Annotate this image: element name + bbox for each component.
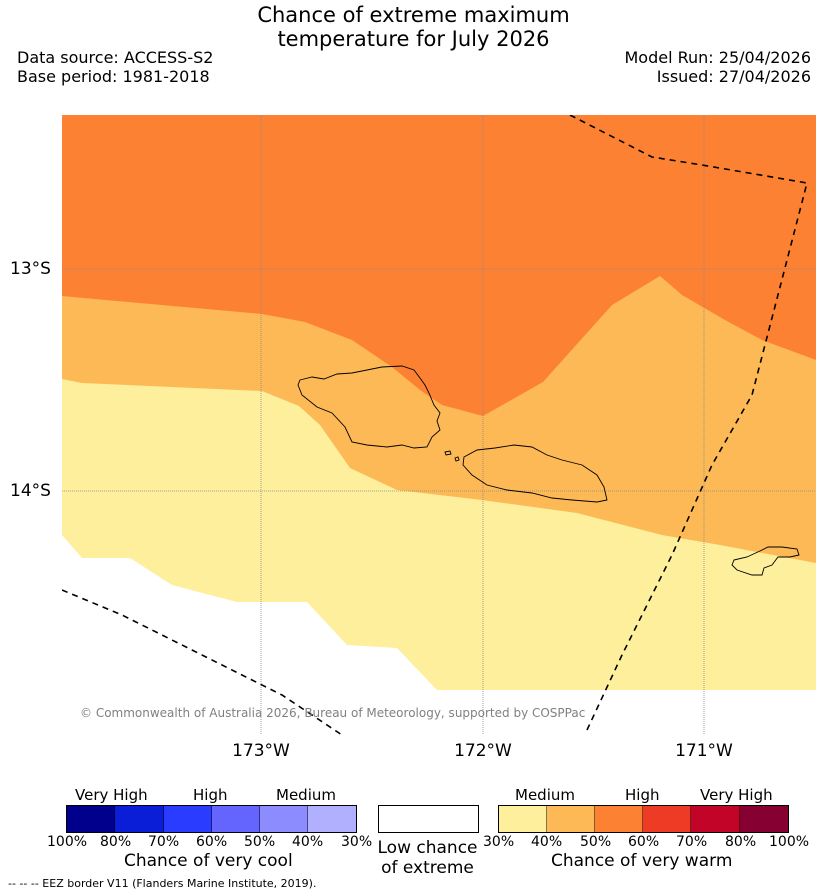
cool-swatch-3 xyxy=(164,806,212,832)
neutral-title-line-2: of extreme xyxy=(381,858,474,878)
cool-swatch-6 xyxy=(308,806,356,832)
data-source: Data source: ACCESS-S2 xyxy=(17,48,214,67)
warm-legend-title: Chance of very warm xyxy=(551,851,733,871)
cool-tick-70: 70% xyxy=(148,834,180,850)
region-low-chance xyxy=(62,535,816,735)
warm-swatch-2 xyxy=(547,806,595,832)
cool-legend-title: Chance of very cool xyxy=(124,851,293,871)
islands xyxy=(297,365,800,576)
cool-tick-100: 100% xyxy=(47,834,88,850)
lon-label-172w: 172°W xyxy=(454,741,512,761)
cool-category-very-high: Very High xyxy=(75,786,148,804)
lon-label-173w: 173°W xyxy=(232,741,290,761)
warm-swatch-6 xyxy=(740,806,788,832)
run-info: Model Run: 25/04/2026 Issued: 27/04/2026 xyxy=(625,48,812,86)
warm-tick-100: 100% xyxy=(769,834,810,850)
cool-tick-30: 30% xyxy=(341,834,373,850)
cool-swatch-4 xyxy=(212,806,260,832)
warm-swatch-5 xyxy=(691,806,740,832)
lat-label-13s: 13°S xyxy=(10,259,51,279)
cool-tick-50: 50% xyxy=(244,834,276,850)
cool-swatch-2 xyxy=(115,806,164,832)
cool-tick-40: 40% xyxy=(292,834,324,850)
base-period: Base period: 1981-2018 xyxy=(17,67,210,86)
eez-footnote: -- -- -- EEZ border V11 (Flanders Marine… xyxy=(8,877,317,890)
island-small-2 xyxy=(454,456,460,462)
warm-category-medium: Medium xyxy=(515,786,575,804)
data-info: Data source: ACCESS-S2 Base period: 1981… xyxy=(17,48,213,86)
island-small-1 xyxy=(444,450,452,456)
warm-swatch-4 xyxy=(643,806,691,832)
warm-tick-80: 80% xyxy=(725,834,757,850)
forecast-map xyxy=(62,115,816,735)
issued-date: Issued: 27/04/2026 xyxy=(656,67,811,86)
warm-category-very-high: Very High xyxy=(700,786,773,804)
warm-tick-60: 60% xyxy=(628,834,660,850)
island-upolu xyxy=(462,444,608,503)
neutral-colorbar xyxy=(378,805,479,833)
cool-tick-80: 80% xyxy=(100,834,132,850)
lon-label-171w: 171°W xyxy=(675,741,733,761)
island-savaii xyxy=(297,365,441,449)
island-tutuila xyxy=(731,546,800,576)
cool-category-high: High xyxy=(193,786,228,804)
cool-colorbar xyxy=(66,805,357,833)
eez-border-southwest xyxy=(62,589,343,735)
lat-label-14s: 14°S xyxy=(10,481,51,501)
warm-colorbar xyxy=(498,805,789,833)
neutral-swatch xyxy=(379,806,478,832)
warm-category-high: High xyxy=(625,786,660,804)
map-title: Chance of extreme maximum temperature fo… xyxy=(0,3,827,51)
cool-swatch-1 xyxy=(67,806,115,832)
copyright-text: © Commonwealth of Australia 2026, Bureau… xyxy=(80,706,586,720)
warm-tick-30: 30% xyxy=(483,834,515,850)
neutral-title-line-1: Low chance xyxy=(377,838,478,858)
title-line-1: Chance of extreme maximum xyxy=(257,3,570,27)
warm-tick-50: 50% xyxy=(580,834,612,850)
warm-swatch-1 xyxy=(499,806,547,832)
model-run: Model Run: 25/04/2026 xyxy=(624,48,812,67)
eez-borders xyxy=(62,115,808,735)
cool-swatch-5 xyxy=(260,806,308,832)
warm-swatch-3 xyxy=(595,806,643,832)
grid-lines xyxy=(62,115,816,735)
warm-tick-70: 70% xyxy=(676,834,708,850)
neutral-legend-title: Low chance of extreme xyxy=(370,838,485,878)
cool-category-medium: Medium xyxy=(276,786,336,804)
warm-tick-40: 40% xyxy=(531,834,563,850)
title-line-2: temperature for July 2026 xyxy=(277,27,550,51)
cool-tick-60: 60% xyxy=(196,834,228,850)
